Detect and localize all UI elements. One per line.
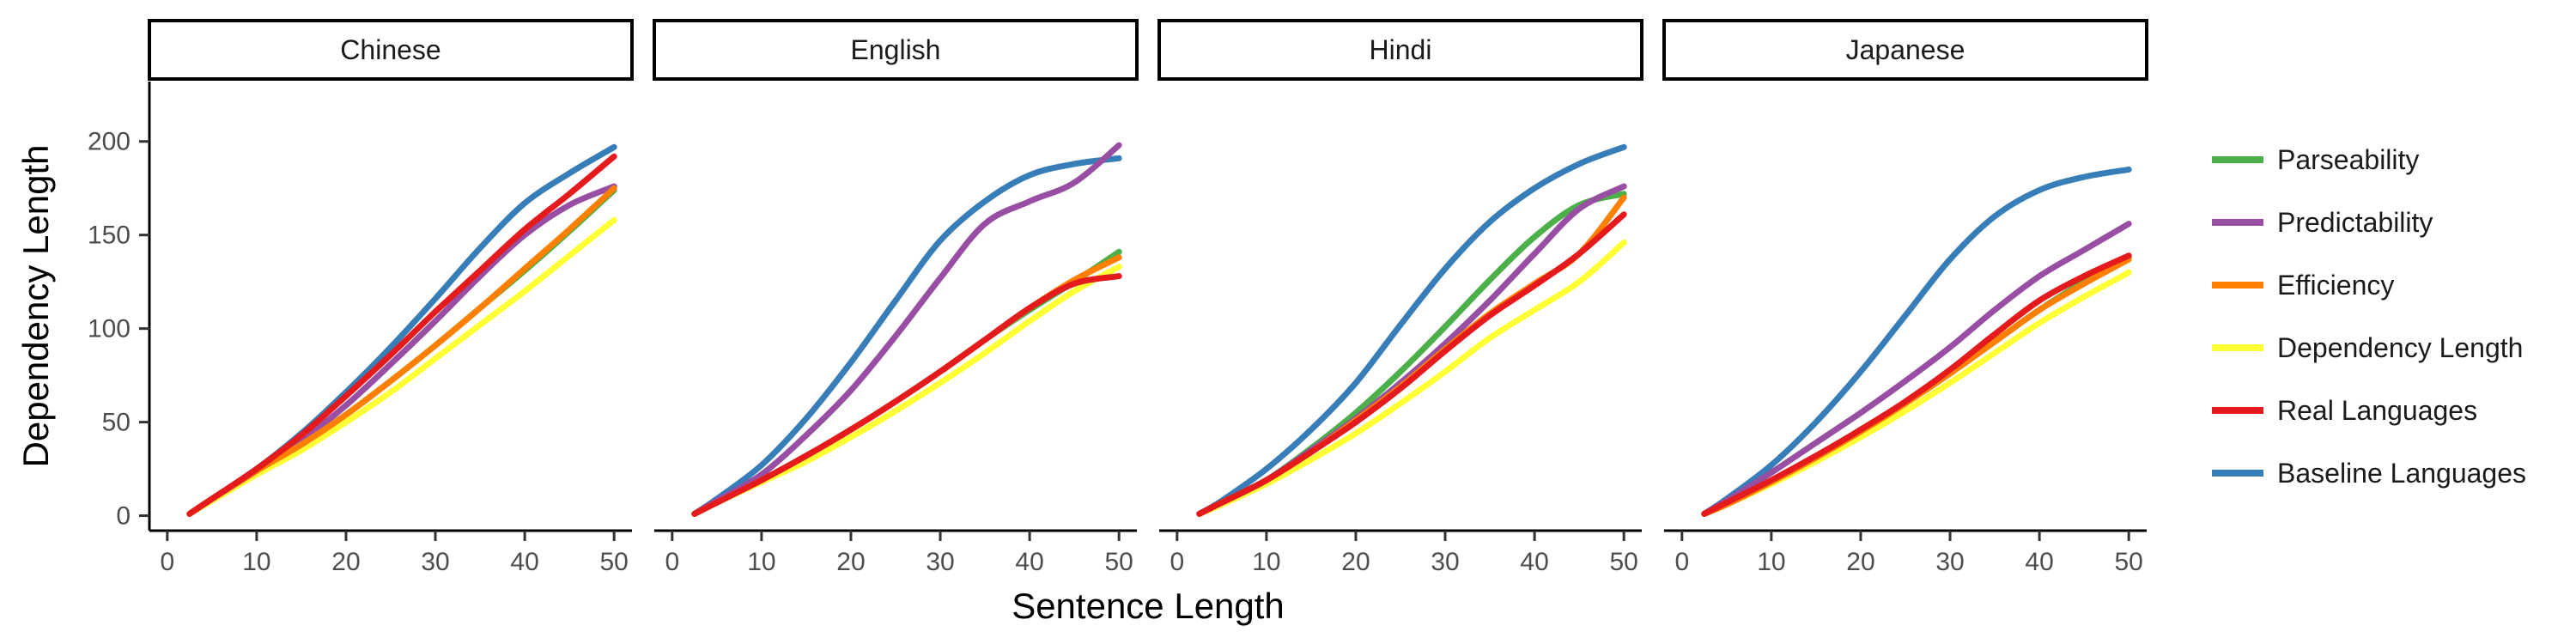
legend-item-predictability: Predictability [2212,207,2433,238]
x-tick-label: 30 [421,548,449,576]
x-tick-label: 40 [1015,548,1043,576]
panel-hindi: Hindi 0 10 20 30 40 50 [1157,19,1643,576]
legend-label: Real Languages [2277,395,2477,426]
x-tick-label: 40 [510,548,538,576]
legend-label: Efficiency [2277,270,2394,301]
series-line-real-languages [186,153,617,517]
legend-label: Dependency Length [2277,332,2523,363]
y-tick-label: 50 [102,409,131,437]
x-tick-label: 20 [836,548,865,576]
x-tick-label: 10 [1757,548,1785,576]
x-tick-label: 0 [1170,548,1184,576]
legend-item-efficiency: Efficiency [2212,270,2394,301]
x-tick-label: 50 [599,548,628,576]
x-tick-label: 20 [1846,548,1874,576]
legend-label: Baseline Languages [2277,458,2526,489]
series-line-efficiency [1196,194,1627,517]
legend: Parseability Predictability Efficiency Depe… [2212,144,2526,489]
x-tick-label: 0 [665,548,679,576]
series-line-baseline-languages [186,143,617,517]
strip-label: English [851,34,941,65]
series-line-real-languages [1701,252,2132,517]
strip-box [653,19,1139,81]
legend-label: Parseability [2277,144,2419,175]
series-line-real-languages [691,273,1122,517]
series-line-real-languages [1196,211,1627,517]
series-line-predictability [1701,221,2132,517]
panel-english: English 0 10 20 30 40 50 [653,19,1139,576]
strip-label: Hindi [1370,34,1432,65]
series-line-predictability [1196,183,1627,517]
x-tick-label: 20 [331,548,360,576]
x-tick-label: 30 [926,548,954,576]
strip-box [1157,19,1643,81]
series-line-predictability [691,142,1122,517]
strip-box [1662,19,2148,81]
panel-japanese: Japanese 0 10 20 30 40 50 [1662,19,2148,576]
strip-box [148,19,634,81]
series-line-parseability [1196,191,1627,517]
x-tick-label: 50 [1609,548,1637,576]
y-tick-label: 0 [116,502,131,531]
y-axis-title: Dependency Length [15,145,56,468]
x-tick-label: 40 [2025,548,2053,576]
x-tick-label: 50 [1104,548,1133,576]
x-tick-label: 30 [1431,548,1459,576]
y-tick-label: 200 [88,128,131,156]
series-line-predictability [186,183,617,517]
legend-item-dependency-length: Dependency Length [2212,332,2523,363]
series-line-baseline-languages [1701,166,2132,517]
panel-chinese: Chinese 0 10 20 30 40 50 0 50 100 150 200 [88,19,634,576]
strip-label: Chinese [340,34,440,65]
x-tick-label: 0 [1674,548,1689,576]
x-tick-label: 0 [160,548,174,576]
series-line-baseline-languages [1196,143,1627,517]
y-tick-label: 150 [88,222,131,250]
legend-label: Predictability [2277,207,2433,238]
y-tick-label: 100 [88,315,131,343]
legend-item-parseability: Parseability [2212,144,2419,175]
x-tick-label: 10 [747,548,775,576]
legend-item-real-languages: Real Languages [2212,395,2477,426]
x-tick-label: 10 [1252,548,1280,576]
x-tick-label: 20 [1341,548,1370,576]
legend-item-baseline-languages: Baseline Languages [2212,458,2526,489]
x-axis-title: Sentence Length [1012,586,1285,626]
x-tick-label: 40 [1520,548,1548,576]
strip-label: Japanese [1846,34,1965,65]
x-tick-label: 10 [242,548,270,576]
series-line-baseline-languages [691,155,1122,517]
x-tick-label: 30 [1935,548,1964,576]
x-tick-label: 50 [2114,548,2142,576]
